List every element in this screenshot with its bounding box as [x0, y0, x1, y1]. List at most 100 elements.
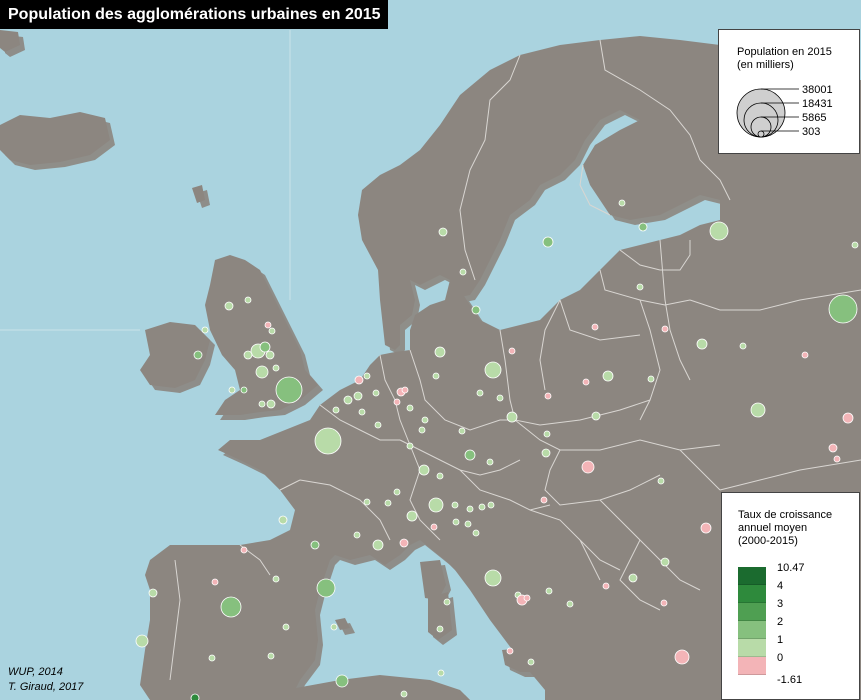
city-circle: [523, 594, 531, 602]
city-circle: [638, 222, 648, 232]
city-circle: [508, 347, 516, 355]
city-circle: [393, 488, 401, 496]
size-legend-title: Population en 2015 (en milliers): [737, 46, 832, 72]
city-circle: [224, 301, 234, 311]
city-circle: [266, 399, 276, 409]
city-circle: [602, 582, 610, 590]
city-circle: [430, 523, 438, 531]
city-circle: [148, 588, 158, 598]
city-circle: [452, 518, 460, 526]
city-circle: [581, 460, 595, 474]
city-circle: [193, 350, 203, 360]
city-circle: [255, 365, 269, 379]
map-title: Population des agglomérations urbaines e…: [0, 0, 388, 29]
city-circle: [406, 404, 414, 412]
city-circle: [527, 658, 535, 666]
size-label-2: 18431: [802, 98, 833, 110]
break-label-1: 10.47: [777, 562, 805, 574]
city-circle: [464, 520, 472, 528]
city-circle: [484, 361, 502, 379]
city-circle: [591, 323, 599, 331]
city-circle: [393, 398, 401, 406]
city-circle: [135, 634, 149, 648]
city-circle: [400, 690, 408, 698]
break-label-4: 2: [777, 616, 784, 628]
city-circle: [464, 449, 476, 461]
city-circle: [201, 326, 209, 334]
swatch-5: [738, 639, 766, 657]
city-circle: [363, 372, 371, 380]
swatch-4: [738, 621, 766, 639]
city-circle: [434, 346, 446, 358]
city-circle: [544, 392, 552, 400]
city-circle: [801, 351, 809, 359]
city-circle: [636, 283, 644, 291]
city-circle: [421, 416, 429, 424]
city-circle: [466, 505, 474, 513]
city-circle: [618, 199, 626, 207]
size-label-1: 38001: [802, 84, 833, 96]
city-circle: [438, 227, 448, 237]
author-label: T. Giraud, 2017: [8, 681, 84, 693]
city-circle: [700, 522, 712, 534]
city-circle: [458, 427, 466, 435]
city-circle: [472, 529, 480, 537]
city-circle: [211, 578, 219, 586]
break-label-7: -1.61: [777, 674, 803, 686]
city-circles: [135, 199, 859, 700]
city-circle: [487, 501, 495, 509]
city-circle: [406, 442, 414, 450]
city-circle: [240, 546, 248, 554]
color-legend-title: Taux de croissance annuel moyen (2000-20…: [738, 509, 832, 548]
city-circle: [330, 623, 338, 631]
city-circle: [582, 378, 590, 386]
city-circle: [739, 342, 747, 350]
city-circle: [451, 501, 459, 509]
city-circle: [542, 236, 554, 248]
city-circle: [459, 268, 467, 276]
city-circle: [228, 386, 236, 394]
city-circle: [566, 600, 574, 608]
city-circle: [506, 647, 514, 655]
city-circle: [432, 372, 440, 380]
city-circle: [657, 477, 665, 485]
size-legend: Population en 2015 (en milliers) 38001 1…: [718, 29, 860, 154]
city-circle: [220, 596, 242, 618]
swatch-2: [738, 585, 766, 603]
city-circle: [674, 649, 690, 665]
city-circle: [363, 498, 371, 506]
city-circle: [354, 375, 364, 385]
city-circle: [244, 296, 252, 304]
city-circle: [243, 350, 253, 360]
city-circle: [540, 496, 548, 504]
city-circle: [278, 515, 288, 525]
city-circle: [275, 376, 303, 404]
size-legend-title-line2: (en milliers): [737, 59, 794, 71]
city-circle: [543, 430, 551, 438]
city-circle: [443, 598, 451, 606]
city-circle: [265, 350, 275, 360]
city-circle: [660, 557, 670, 567]
country-borders: [169, 39, 861, 681]
city-circle: [602, 370, 614, 382]
city-circle: [506, 411, 518, 423]
city-circle: [258, 400, 266, 408]
city-circle: [486, 458, 494, 466]
city-circle: [828, 294, 858, 324]
swatch-3: [738, 603, 766, 621]
city-circle: [310, 540, 320, 550]
city-circle: [647, 375, 655, 383]
city-circle: [372, 389, 380, 397]
city-circle: [190, 693, 200, 700]
city-circle: [828, 443, 838, 453]
size-legend-title-line1: Population en 2015: [737, 46, 832, 58]
city-circle: [372, 539, 384, 551]
city-circle: [661, 325, 669, 333]
color-legend-title-line3: (2000-2015): [738, 535, 798, 547]
break-label-6: 0: [777, 652, 784, 664]
city-circle: [496, 394, 504, 402]
break-label-3: 3: [777, 598, 784, 610]
city-circle: [660, 599, 668, 607]
city-circle: [314, 427, 342, 455]
